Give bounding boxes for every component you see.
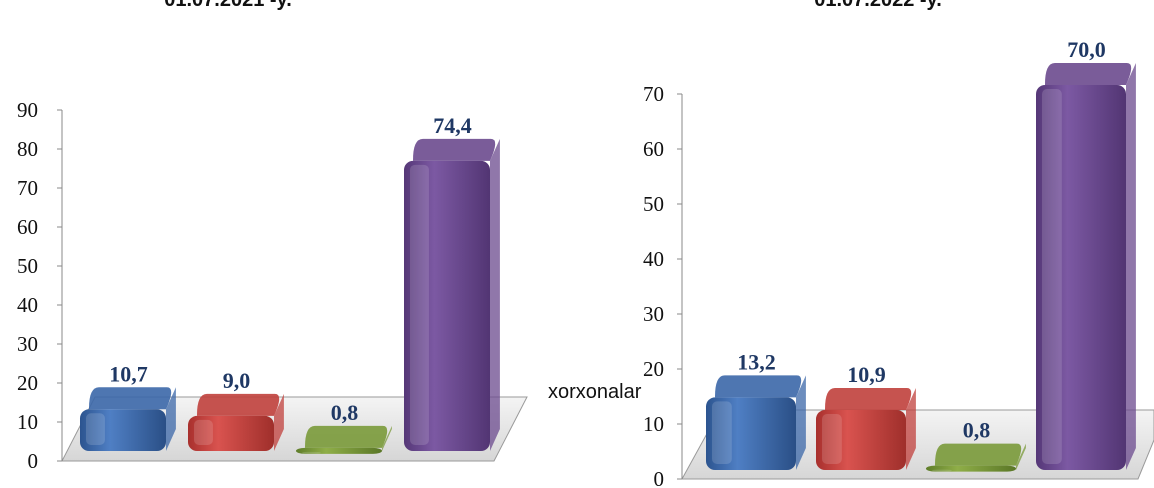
y-tick-label: 20 xyxy=(17,371,38,395)
bar-top xyxy=(412,138,496,161)
bar xyxy=(1036,63,1136,470)
y-tick-label: 40 xyxy=(643,247,664,271)
bar-top xyxy=(304,425,388,448)
bar-top xyxy=(88,387,172,410)
y-tick-label: 40 xyxy=(17,293,38,317)
bar xyxy=(188,393,284,451)
chart-title: 01.07.2022 -y. xyxy=(814,0,942,11)
y-tick-label: 10 xyxy=(17,410,38,434)
bar-highlight xyxy=(302,451,321,454)
y-tick-label: 80 xyxy=(17,137,38,161)
bar-front xyxy=(404,160,490,451)
bar-value-label: 10,9 xyxy=(847,362,886,387)
bar xyxy=(706,375,806,470)
bar-side xyxy=(1126,63,1136,470)
bar-highlight xyxy=(410,164,429,445)
y-tick-label: 0 xyxy=(28,449,39,473)
bar-front xyxy=(80,409,166,451)
stray-label: xorxonalar xyxy=(548,381,642,403)
bar xyxy=(816,388,916,470)
bar-value-label: 74,4 xyxy=(433,113,472,138)
bar-value-label: 9,0 xyxy=(223,368,251,393)
bar-highlight xyxy=(932,469,952,472)
bar-front xyxy=(296,447,382,454)
bar-value-label: 0,8 xyxy=(963,418,991,443)
bar xyxy=(80,387,176,451)
chart-2022: 01.07.2022 -y. 0 10 20 30 40 50 60 70 13,2 10,9 0,8… xyxy=(643,0,1154,488)
bar-highlight xyxy=(194,419,213,445)
y-tick-label: 10 xyxy=(643,412,664,436)
bar-side xyxy=(796,375,806,470)
bar-front xyxy=(816,410,906,470)
chart-title: 01.07.2021 -y. xyxy=(164,0,292,11)
y-tick-label: 50 xyxy=(643,192,664,216)
y-tick-label: 60 xyxy=(17,215,38,239)
bar-side xyxy=(490,138,500,451)
bar-value-label: 13,2 xyxy=(737,349,776,374)
bar-highlight xyxy=(822,414,842,464)
y-tick-label: 20 xyxy=(643,357,664,381)
bar xyxy=(296,425,392,454)
bar-value-label: 0,8 xyxy=(331,400,359,425)
bar xyxy=(404,138,500,451)
bar-top xyxy=(934,443,1022,466)
bar-highlight xyxy=(712,401,732,464)
chart-2021: 01.07.2021 -y. 0 10 20 30 40 50 60 70 80 90 10,7 9,0… xyxy=(17,0,528,473)
y-tick-label: 90 xyxy=(17,98,38,122)
bar xyxy=(926,443,1026,472)
bar-side xyxy=(382,425,392,451)
y-tick-label: 60 xyxy=(643,137,664,161)
bar-front xyxy=(926,465,1016,472)
y-tick-label: 70 xyxy=(643,82,664,106)
y-tick-label: 30 xyxy=(17,332,38,356)
bar-highlight xyxy=(86,413,105,445)
y-tick-label: 70 xyxy=(17,176,38,200)
bar-side xyxy=(1016,443,1026,470)
bar-top xyxy=(714,375,802,398)
bar-value-label: 70,0 xyxy=(1067,37,1106,62)
bar-top xyxy=(196,393,280,416)
bar-value-label: 10,7 xyxy=(109,361,148,386)
y-tick-label: 50 xyxy=(17,254,38,278)
bar-front xyxy=(706,397,796,470)
bar-highlight xyxy=(1042,89,1062,464)
y-tick-label: 30 xyxy=(643,302,664,326)
bar-top xyxy=(824,388,912,411)
bar-side xyxy=(166,387,176,451)
bar-front xyxy=(188,415,274,451)
bar-top xyxy=(1044,63,1132,85)
y-tick-label: 0 xyxy=(654,467,665,488)
bar-front xyxy=(1036,85,1126,470)
bar-side xyxy=(274,393,284,451)
bar-side xyxy=(906,388,916,470)
